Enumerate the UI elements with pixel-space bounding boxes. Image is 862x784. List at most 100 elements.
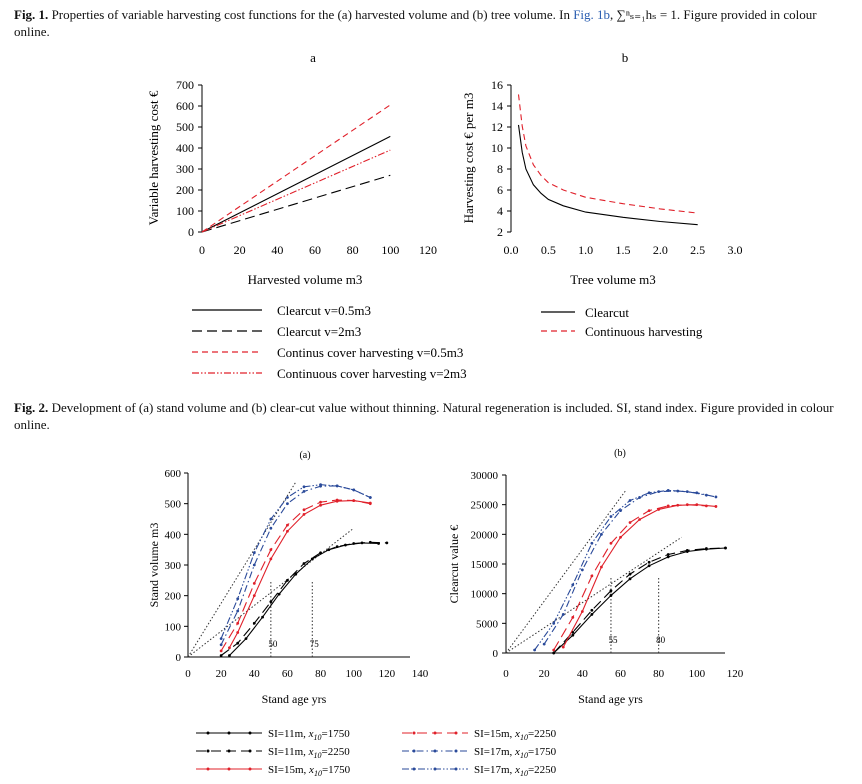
data-point <box>286 529 289 533</box>
y-tick-label: 300 <box>176 162 194 176</box>
data-point <box>302 485 306 489</box>
optimal-age-label: 75 <box>310 639 320 649</box>
data-point <box>269 526 273 530</box>
fig1a-chart: 0 100 200 300 400 500 600 700 0 20 40 60 80 100 120 Har… <box>146 78 437 287</box>
legend-label: SI=17m, x10=2250 <box>474 764 557 778</box>
y-tick-label: 500 <box>176 120 194 134</box>
y-tick-label: 200 <box>176 183 194 197</box>
data-point <box>368 502 372 506</box>
y-tick-label: 30000 <box>471 470 499 482</box>
data-point <box>685 548 689 552</box>
legend-label: Clearcut <box>585 305 629 320</box>
data-point <box>647 560 651 564</box>
data-point <box>252 563 256 567</box>
y-tick-label: 6 <box>497 183 503 197</box>
data-point <box>533 648 537 652</box>
x-tick-label: 20 <box>234 243 246 257</box>
series-line <box>553 547 726 654</box>
data-point <box>252 621 256 625</box>
data-point <box>600 565 603 569</box>
data-point <box>294 572 298 576</box>
legend-label: Continus cover harvesting v=0.5m3 <box>277 345 463 360</box>
data-point <box>286 502 289 506</box>
fig1-panel-b-label: b <box>622 50 629 65</box>
x-tick-label: 0.5 <box>541 243 556 257</box>
legend-label: SI=15m, x10=2250 <box>474 728 557 742</box>
data-point <box>619 535 622 539</box>
x-tick-label: 0 <box>185 668 191 680</box>
data-point <box>319 551 322 555</box>
data-point <box>352 499 356 502</box>
data-point <box>685 503 689 507</box>
data-point <box>666 489 670 492</box>
legend-marker <box>248 767 252 771</box>
x-tick-label: 40 <box>577 668 589 680</box>
data-point <box>302 513 306 516</box>
data-point <box>571 633 575 637</box>
data-point <box>261 615 264 619</box>
legend-marker <box>227 767 231 771</box>
tangent-line <box>505 536 682 654</box>
figure-2-caption-text: Development of (a) stand volume and (b) … <box>14 400 834 432</box>
series-line <box>201 104 391 233</box>
legend-marker <box>454 731 458 735</box>
y-tick-label: 0 <box>176 652 182 664</box>
figure-1b-reference-link[interactable]: Fig. 1b <box>573 7 611 22</box>
legend-marker <box>206 767 210 771</box>
x-tick-label: 120 <box>419 243 437 257</box>
x-axis-title: Stand age yrs <box>578 692 643 706</box>
data-point <box>580 568 584 572</box>
y-tick-label: 2 <box>497 225 503 239</box>
y-tick-label: 10 <box>491 141 503 155</box>
data-point <box>609 594 613 597</box>
data-point <box>704 547 708 550</box>
series-line <box>562 504 716 648</box>
data-point <box>252 582 256 585</box>
fig1a-legend: Clearcut v=0.5m3 Clearcut v=2m3 Continus c… <box>192 303 467 381</box>
data-point <box>628 577 632 581</box>
legend-marker <box>248 749 252 753</box>
data-point <box>335 484 339 488</box>
data-point <box>236 631 240 634</box>
y-axis-title: Variable harvesting cost € <box>146 90 161 225</box>
series-line <box>220 484 371 639</box>
data-point <box>228 646 231 650</box>
x-tick-label: 2.0 <box>653 243 668 257</box>
legend-marker <box>412 749 416 753</box>
legend-label: Clearcut v=0.5m3 <box>277 303 371 318</box>
data-point <box>269 548 273 552</box>
data-point <box>302 562 306 565</box>
data-point <box>638 518 641 521</box>
data-point <box>286 496 289 499</box>
series-line <box>201 174 391 233</box>
figure-1-label: Fig. 1. <box>14 7 49 22</box>
data-point <box>590 608 594 612</box>
data-point <box>609 541 613 545</box>
x-tick-label: 100 <box>381 243 399 257</box>
y-tick-label: 14 <box>491 99 503 113</box>
data-point <box>647 564 651 568</box>
data-point <box>580 610 584 613</box>
series-line <box>553 504 707 651</box>
y-tick-label: 25000 <box>471 500 499 512</box>
fig1b-chart: 2 4 6 8 10 12 14 16 0.0 0.5 1.0 1.5 2.0 2.5 3.0 Tree vo… <box>461 78 743 287</box>
y-tick-label: 10000 <box>471 589 499 601</box>
data-point <box>236 621 240 625</box>
series-line <box>201 135 391 233</box>
data-point <box>628 499 632 502</box>
data-point <box>666 504 670 508</box>
data-point <box>269 517 273 521</box>
series-line <box>543 490 717 645</box>
data-point <box>269 557 273 561</box>
legend-label: SI=15m, x10=1750 <box>268 764 351 778</box>
x-tick-label: 60 <box>309 243 321 257</box>
x-tick-label: 0 <box>199 243 205 257</box>
data-point <box>561 645 565 649</box>
legend-marker <box>454 767 458 771</box>
data-point <box>368 496 372 499</box>
data-point <box>319 503 322 507</box>
y-tick-label: 0 <box>188 225 194 239</box>
legend-marker <box>412 731 416 735</box>
legend-marker <box>433 731 437 735</box>
series-line <box>517 94 698 214</box>
